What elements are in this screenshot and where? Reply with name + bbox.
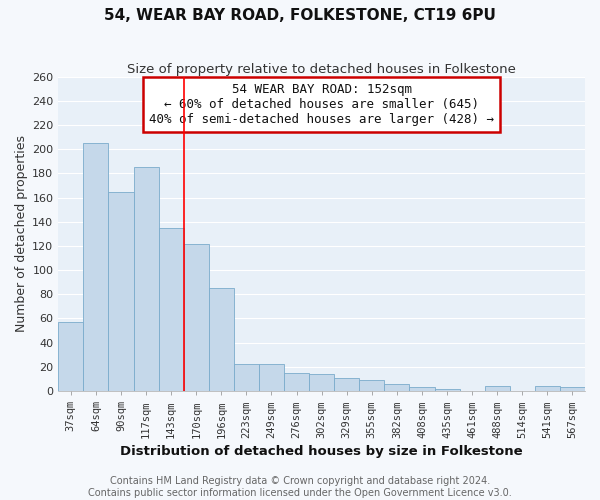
Title: Size of property relative to detached houses in Folkestone: Size of property relative to detached ho…	[127, 62, 516, 76]
Bar	[83, 143, 109, 391]
Bar	[560, 388, 585, 391]
X-axis label: Distribution of detached houses by size in Folkestone: Distribution of detached houses by size …	[121, 444, 523, 458]
Bar	[184, 244, 209, 391]
Bar	[309, 374, 334, 391]
Bar	[158, 228, 184, 391]
Bar	[535, 386, 560, 391]
Bar	[485, 386, 510, 391]
Bar	[259, 364, 284, 391]
Bar	[209, 288, 234, 391]
Bar	[409, 388, 434, 391]
Text: 54, WEAR BAY ROAD, FOLKESTONE, CT19 6PU: 54, WEAR BAY ROAD, FOLKESTONE, CT19 6PU	[104, 8, 496, 22]
Y-axis label: Number of detached properties: Number of detached properties	[15, 136, 28, 332]
Bar	[284, 373, 309, 391]
Text: 54 WEAR BAY ROAD: 152sqm
← 60% of detached houses are smaller (645)
40% of semi-: 54 WEAR BAY ROAD: 152sqm ← 60% of detach…	[149, 83, 494, 126]
Bar	[109, 192, 134, 391]
Bar	[234, 364, 259, 391]
Bar	[385, 384, 409, 391]
Bar	[58, 322, 83, 391]
Text: Contains HM Land Registry data © Crown copyright and database right 2024.
Contai: Contains HM Land Registry data © Crown c…	[88, 476, 512, 498]
Bar	[434, 388, 460, 391]
Bar	[359, 380, 385, 391]
Bar	[334, 378, 359, 391]
Bar	[134, 168, 158, 391]
